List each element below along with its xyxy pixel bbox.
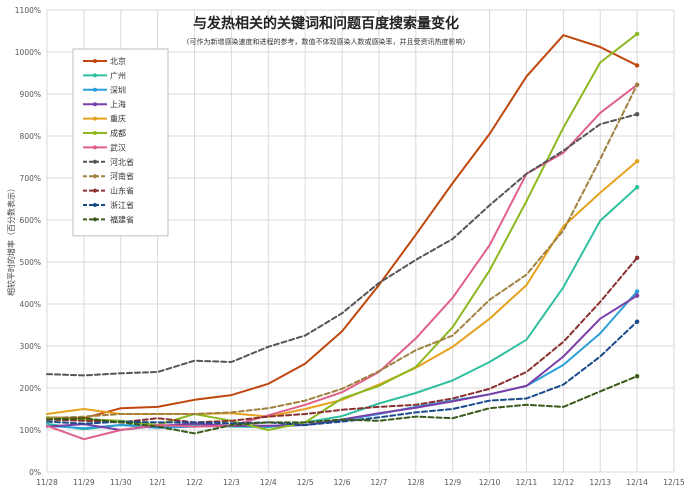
y-tick-label: 200%: [20, 384, 41, 393]
x-tick-label: 11/30: [110, 478, 132, 487]
series-end-point-10: [634, 319, 640, 324]
legend-marker: [93, 116, 97, 121]
x-tick-label: 12/6: [334, 478, 351, 487]
x-tick-label: 12/15: [663, 478, 685, 487]
y-tick-label: 700%: [20, 174, 41, 183]
series-end-point-8: [634, 82, 640, 87]
legend-label: 深圳: [110, 85, 126, 95]
x-tick-label: 12/14: [626, 478, 648, 487]
y-axis-label: 相较平时的增率（百分数表示）: [6, 184, 16, 296]
series-end-point-7: [634, 111, 640, 117]
legend-label: 山东省: [110, 186, 134, 196]
legend-marker: [93, 102, 97, 107]
x-tick-label: 12/9: [444, 478, 461, 487]
series-line-11: [46, 375, 639, 435]
legend-label: 浙江省: [110, 200, 134, 210]
series-end-point-3: [634, 293, 640, 298]
legend-marker: [93, 188, 97, 193]
legend-marker: [93, 217, 97, 222]
series-line-0: [46, 34, 639, 420]
legend-label: 武汉: [110, 142, 126, 152]
x-tick-label: 12/13: [589, 478, 611, 487]
legend-label: 成都: [110, 128, 126, 138]
y-tick-label: 900%: [20, 90, 41, 99]
legend-label: 上海: [110, 99, 126, 109]
x-tick-label: 12/11: [516, 478, 538, 487]
x-tick-label: 12/5: [297, 478, 314, 487]
legend-label: 河北省: [110, 157, 134, 167]
x-tick-label: 12/2: [186, 478, 203, 487]
x-tick-label: 12/12: [553, 478, 575, 487]
series-line-7: [46, 113, 639, 377]
legend-box: [72, 48, 169, 237]
series-end-point-11: [634, 374, 640, 379]
chart-title: 与发热相关的关键词和问题百度搜索量变化: [193, 15, 459, 32]
x-tick-label: 12/8: [407, 478, 424, 487]
series-end-point-2: [634, 289, 640, 294]
y-tick-label: 100%: [20, 426, 41, 435]
legend-marker: [93, 59, 97, 63]
y-tick-label: 300%: [20, 342, 41, 351]
legend-marker: [93, 203, 97, 207]
legend-label: 北京: [110, 56, 126, 66]
x-tick-label: 11/28: [36, 478, 58, 487]
y-tick-label: 1100%: [15, 6, 41, 15]
legend-marker: [93, 174, 97, 179]
legend-marker: [93, 131, 97, 135]
series-line-8: [46, 83, 639, 420]
y-tick-label: 500%: [20, 258, 41, 267]
legend-marker: [93, 159, 97, 164]
x-tick-label: 12/10: [479, 478, 501, 487]
y-tick-label: 0%: [29, 468, 41, 477]
x-tick-label: 12/7: [371, 478, 388, 487]
series-end-point-9: [634, 255, 640, 260]
series-end-point-5: [634, 31, 640, 37]
chart-subtitle: (可作为新增感染速度和进程的参考，数值不体现感染人数或感染率，并且受资讯热度影响…: [187, 37, 466, 46]
legend-label: 广州: [110, 70, 126, 80]
y-tick-label: 600%: [20, 216, 41, 225]
x-tick-label: 11/29: [73, 478, 95, 487]
legend-label: 福建省: [110, 214, 134, 224]
series-line-5: [46, 32, 639, 431]
series-end-point-0: [634, 63, 640, 68]
series-line-9: [46, 256, 639, 424]
y-tick-label: 1000%: [15, 48, 41, 57]
legend-marker: [93, 73, 97, 78]
series-end-point-1: [634, 185, 640, 190]
legend-label: 河南省: [110, 171, 134, 181]
series-markers: [634, 31, 640, 379]
series-end-point-4: [634, 159, 640, 164]
y-tick-label: 400%: [20, 300, 41, 309]
legend-label: 重庆: [110, 114, 126, 124]
x-tick-label: 12/3: [223, 478, 240, 487]
legend-marker: [93, 145, 97, 150]
series-line-10: [46, 320, 639, 426]
y-tick-label: 800%: [20, 132, 41, 141]
x-tick-label: 12/1: [149, 478, 166, 487]
series-lines: [46, 32, 639, 441]
x-tick-label: 12/4: [260, 478, 277, 487]
legend-marker: [93, 87, 97, 92]
axes: 0% 100% 200% 300% 400% 500% 600% 700% 800% 900% 10…: [15, 6, 685, 487]
